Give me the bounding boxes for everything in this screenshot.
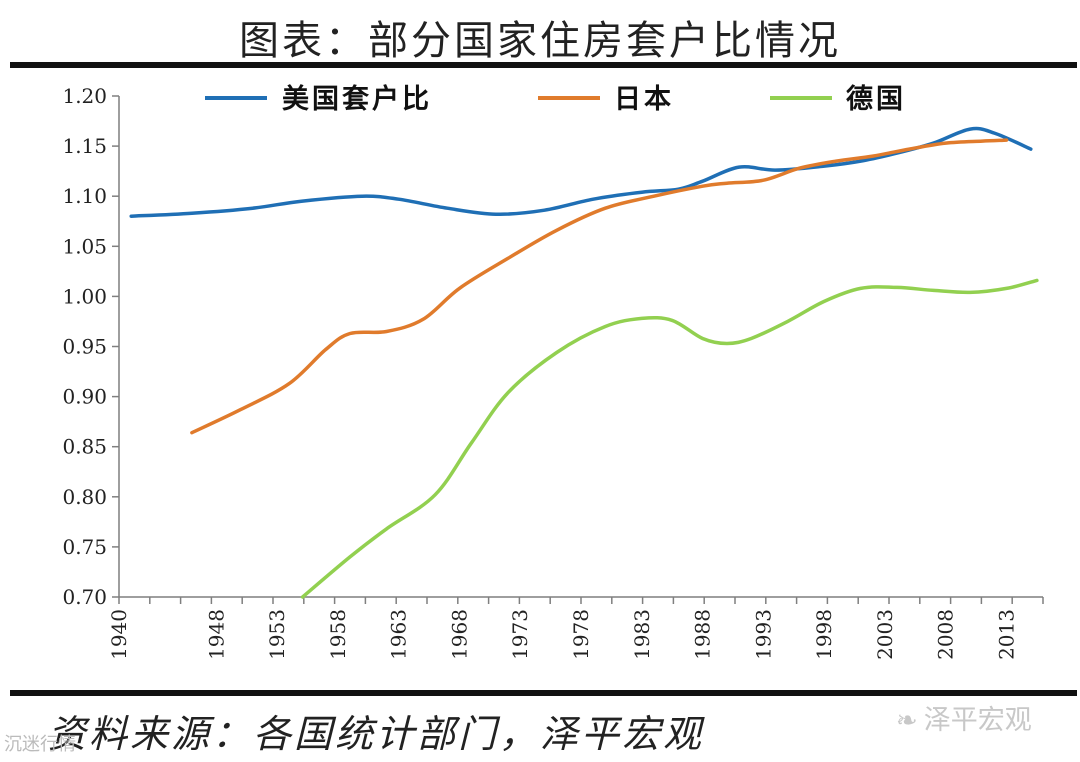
source-note: 资料来源：各国统计部门，泽平宏观 bbox=[48, 712, 705, 756]
y-tick-label: 0.75 bbox=[62, 535, 107, 559]
x-tick-label: 1993 bbox=[751, 609, 775, 660]
y-tick-label: 1.15 bbox=[62, 134, 107, 158]
germany-series-line bbox=[300, 278, 1039, 599]
chart-title: 图表：部分国家住房套户比情况 bbox=[239, 18, 841, 64]
legend: 美国套户比 日本 德国 bbox=[205, 83, 906, 115]
y-tick-label: 0.80 bbox=[62, 485, 107, 509]
series-layer bbox=[129, 126, 1039, 599]
top-rule bbox=[10, 62, 1077, 68]
y-tick-label: 1.05 bbox=[62, 234, 107, 258]
y-tick-label: 0.85 bbox=[62, 435, 107, 459]
legend-japan-item: 日本 bbox=[538, 84, 674, 115]
x-tick-label: 1953 bbox=[265, 609, 289, 660]
watermark-left: 沉迷行情 bbox=[4, 734, 76, 755]
x-tick-label: 1948 bbox=[204, 609, 228, 660]
x-tick-label: 1940 bbox=[107, 609, 131, 660]
y-tick-label: 1.10 bbox=[62, 184, 107, 208]
legend-japan-label: 日本 bbox=[614, 84, 674, 115]
wechat-icon: ❧ bbox=[896, 706, 918, 736]
us-series-line bbox=[129, 126, 1033, 218]
x-tick-label: 1998 bbox=[812, 609, 836, 660]
watermark-right: ❧ 泽平宏观 bbox=[896, 698, 1032, 737]
x-tick-label: 1988 bbox=[691, 609, 715, 660]
japan-series-line bbox=[190, 138, 1009, 435]
bottom-rule bbox=[10, 690, 1077, 696]
legend-us-item: 美国套户比 bbox=[205, 83, 432, 115]
y-tick-label: 0.90 bbox=[62, 385, 107, 409]
x-tick-label: 2008 bbox=[934, 609, 958, 660]
y-tick-label: 1.00 bbox=[62, 284, 107, 308]
legend-us-label: 美国套户比 bbox=[282, 83, 432, 115]
x-tick-label: 1968 bbox=[447, 609, 471, 660]
chart: 0.70 0.75 0.80 0.85 0.90 0.95 1.00 1.05 1.10 1.15… bbox=[62, 83, 1044, 660]
y-tick-label: 1.20 bbox=[62, 84, 107, 108]
x-tick-label: 2003 bbox=[873, 609, 897, 660]
x-tick-label: 1973 bbox=[508, 609, 532, 660]
watermark-right-text: 泽平宏观 bbox=[923, 705, 1032, 736]
x-tick-label: 1983 bbox=[630, 609, 654, 660]
x-tick-label: 2013 bbox=[995, 609, 1019, 660]
x-tick-label: 1963 bbox=[387, 609, 411, 660]
y-tick-label: 0.95 bbox=[62, 335, 107, 359]
axes: 0.70 0.75 0.80 0.85 0.90 0.95 1.00 1.05 1.10 1.15… bbox=[62, 84, 1044, 660]
legend-germany-item: 德国 bbox=[770, 84, 906, 115]
legend-germany-label: 德国 bbox=[846, 84, 906, 115]
x-tick-label: 1958 bbox=[326, 609, 350, 660]
x-tick-label: 1978 bbox=[569, 609, 593, 660]
y-tick-label: 0.70 bbox=[62, 585, 107, 609]
